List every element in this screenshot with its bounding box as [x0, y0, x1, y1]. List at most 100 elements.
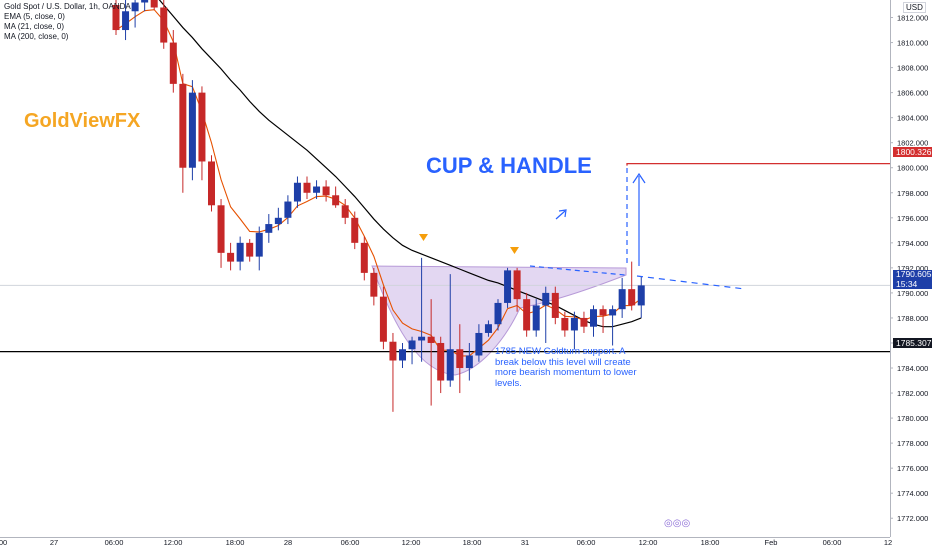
candle-body	[399, 349, 406, 360]
diagonal-arrow	[556, 211, 565, 219]
candle-body	[160, 8, 167, 43]
y-tick-label: 1788.000	[897, 314, 928, 323]
y-tick-label: 1774.000	[897, 489, 928, 498]
candle-body	[456, 349, 463, 368]
x-tick-label: 12	[884, 538, 892, 547]
x-tick-label: 28	[284, 538, 292, 547]
candle-body	[284, 202, 291, 218]
candle	[399, 343, 406, 368]
candle-body	[533, 305, 540, 330]
candle-body	[275, 218, 282, 224]
candle	[628, 262, 635, 311]
candle-body	[466, 355, 473, 368]
candle-body	[619, 289, 626, 309]
candle-body	[609, 309, 616, 315]
candle-body	[475, 333, 482, 356]
y-tick-label: 1778.000	[897, 439, 928, 448]
candle-body	[170, 43, 177, 84]
candle	[208, 155, 215, 211]
candle	[179, 74, 186, 193]
legend-ma21: MA (21, close, 0)	[4, 22, 131, 32]
candle	[504, 268, 511, 308]
candle-body	[304, 183, 311, 193]
x-tick-label: 18:00	[463, 538, 482, 547]
candle	[361, 237, 368, 281]
candle	[619, 278, 626, 318]
candle-body	[151, 0, 158, 8]
x-tick-label: 12:00	[402, 538, 421, 547]
candle	[638, 277, 645, 318]
currency-label[interactable]: USD	[903, 2, 926, 13]
bar-countdown: 15:34	[896, 280, 931, 290]
x-tick-label: Feb	[765, 538, 778, 547]
candle	[600, 305, 607, 333]
y-tick-label: 1810.000	[897, 39, 928, 48]
candle-body	[141, 0, 148, 3]
candle-body	[418, 337, 425, 341]
candle-body	[638, 285, 645, 305]
candle-body	[246, 243, 253, 257]
candle-body	[542, 293, 549, 306]
legend-ema: EMA (5, close, 0)	[4, 12, 131, 22]
y-tick-label: 1782.000	[897, 389, 928, 398]
pivot-marker-left	[419, 234, 428, 241]
candle	[590, 305, 597, 336]
candle	[332, 187, 339, 208]
breakout-trendline	[637, 276, 745, 289]
candle-body	[208, 161, 215, 205]
candle-body	[628, 289, 635, 305]
candle-body	[447, 349, 454, 380]
pattern-title: CUP & HANDLE	[426, 153, 592, 179]
x-tick-label: 12:00	[164, 538, 183, 547]
y-tick-label: 1772.000	[897, 514, 928, 523]
candle-body	[389, 342, 396, 361]
candle	[437, 337, 444, 393]
target-price-tag: 1800.326	[893, 147, 932, 157]
candle-body	[237, 243, 244, 262]
x-tick-label: 27	[50, 538, 58, 547]
candle	[256, 227, 263, 271]
candle-body	[332, 195, 339, 205]
candle-body	[552, 293, 559, 318]
current-price-tag: 1790.605 15:34	[893, 270, 932, 289]
pivot-marker-right	[510, 247, 519, 254]
candle	[246, 239, 253, 262]
legend-symbol: Gold Spot / U.S. Dollar, 1h, OANDA	[4, 2, 131, 12]
candle	[170, 30, 177, 93]
y-tick-label: 1812.000	[897, 14, 928, 23]
x-tick-label: 18:00	[226, 538, 245, 547]
candle-body	[361, 243, 368, 273]
candle-body	[437, 343, 444, 381]
candle	[580, 312, 587, 333]
candle	[323, 180, 330, 201]
candle	[304, 176, 311, 199]
x-tick-label: 06:00	[341, 538, 360, 547]
candle-body	[265, 224, 272, 233]
candle-body	[504, 270, 511, 303]
chart-legend: Gold Spot / U.S. Dollar, 1h, OANDA EMA (…	[4, 2, 131, 42]
legend-ma200: MA (200, close, 0)	[4, 32, 131, 42]
candle	[151, 0, 158, 10]
y-tick-label: 1800.000	[897, 164, 928, 173]
y-tick-label: 1776.000	[897, 464, 928, 473]
candle	[351, 212, 358, 250]
ema5-line	[116, 10, 641, 356]
x-tick-label: 06:00	[105, 538, 124, 547]
candle-body	[179, 84, 186, 168]
candle-body	[198, 93, 205, 162]
economic-events-icon[interactable]: ◎◎◎	[664, 518, 690, 530]
candle-body	[495, 303, 502, 324]
x-tick-label: 18:00	[701, 538, 720, 547]
y-tick-label: 1798.000	[897, 189, 928, 198]
y-tick-label: 1804.000	[897, 114, 928, 123]
candle	[132, 0, 139, 28]
candle	[227, 243, 234, 271]
y-tick-label: 1784.000	[897, 364, 928, 373]
candle-body	[132, 3, 139, 12]
candle-body	[409, 340, 416, 349]
candle-body	[485, 324, 492, 333]
candle-body	[189, 93, 196, 168]
candle-body	[523, 299, 530, 330]
candle	[342, 199, 349, 224]
